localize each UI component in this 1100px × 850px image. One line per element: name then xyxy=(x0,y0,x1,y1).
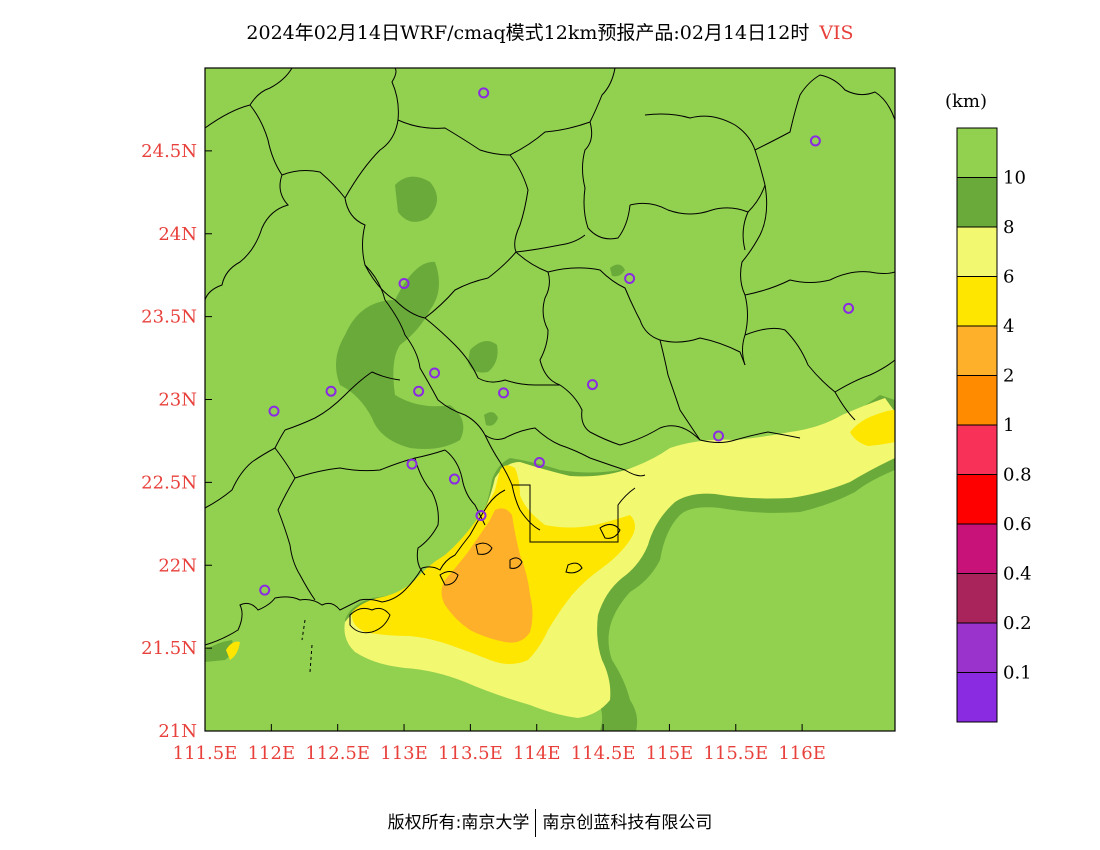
y-tick-label: 23.5N xyxy=(141,307,197,328)
legend-colorbar: 10 8 6 4 2 1 0.8 0.6 0.4 0.2 0.1 xyxy=(956,127,1032,723)
station-marker xyxy=(406,458,418,470)
footer: 版权所有:南京大学 南京创蓝科技有限公司 xyxy=(0,808,1100,837)
station-marker xyxy=(398,277,410,289)
legend-label: 0.4 xyxy=(1003,564,1032,585)
map-area xyxy=(204,67,896,731)
station-marker xyxy=(475,510,487,522)
legend-swatch xyxy=(956,424,998,475)
x-tick-label: 112E xyxy=(248,743,296,764)
station-marker xyxy=(478,87,490,99)
legend-swatch xyxy=(956,325,998,376)
visibility-zone-2-4km xyxy=(441,508,533,643)
title-variable: VIS xyxy=(819,22,854,44)
legend-swatch xyxy=(956,573,998,624)
legend-label: 2 xyxy=(1003,366,1014,387)
legend-swatch xyxy=(956,276,998,327)
footer-separator xyxy=(535,809,537,837)
legend-swatch xyxy=(956,622,998,673)
station-marker xyxy=(429,367,441,379)
legend-unit: (km) xyxy=(945,91,987,112)
station-marker xyxy=(624,273,636,285)
legend-label: 6 xyxy=(1003,267,1014,288)
legend-label: 0.8 xyxy=(1003,465,1032,486)
x-tick-label: 116E xyxy=(778,743,826,764)
legend-swatch xyxy=(956,523,998,574)
legend-label: 4 xyxy=(1003,316,1014,337)
x-tick-label: 114.5E xyxy=(571,743,636,764)
legend-swatch xyxy=(956,177,998,228)
station-marker xyxy=(448,473,460,485)
legend-label: 0.2 xyxy=(1003,613,1032,634)
station-marker xyxy=(268,405,280,417)
footer-copyright: 版权所有:南京大学 xyxy=(387,813,530,833)
legend-label: 8 xyxy=(1003,217,1014,238)
title-main: 2024年02月14日WRF/cmaq模式12km预报产品:02月14日12时 xyxy=(246,22,810,44)
y-tick-label: 22N xyxy=(158,555,197,576)
legend-swatch xyxy=(956,474,998,525)
x-tick-label: 111.5E xyxy=(173,743,238,764)
legend-swatch xyxy=(956,127,998,178)
coastline xyxy=(204,484,636,673)
x-tick-label: 115.5E xyxy=(703,743,768,764)
legend-label: 1 xyxy=(1003,415,1014,436)
city-stations xyxy=(259,87,855,596)
x-tick-label: 114E xyxy=(513,743,561,764)
admin-boundaries xyxy=(204,67,896,601)
x-tick-label: 113E xyxy=(380,743,428,764)
y-tick-label: 24N xyxy=(158,224,197,245)
station-marker xyxy=(498,387,510,399)
y-axis: 21N 21.5N 22N 22.5N 23N 23.5N 24N 24.5N xyxy=(141,141,212,742)
x-tick-label: 112.5E xyxy=(305,743,370,764)
footer-company: 南京创蓝科技有限公司 xyxy=(542,813,713,833)
x-tick-label: 113.5E xyxy=(438,743,503,764)
station-marker xyxy=(259,584,271,596)
station-marker xyxy=(843,302,855,314)
legend-swatch xyxy=(956,375,998,426)
legend-label: 10 xyxy=(1003,168,1026,189)
legend-swatch xyxy=(956,226,998,277)
x-tick-label: 115E xyxy=(646,743,694,764)
x-axis: 111.5E 112E 112.5E 113E 113.5E 114E 114.5E 115E… xyxy=(173,724,826,764)
station-marker xyxy=(533,456,545,468)
station-marker xyxy=(713,430,725,442)
y-tick-label: 24.5N xyxy=(141,141,197,162)
station-marker xyxy=(809,135,821,147)
map-title: 2024年02月14日WRF/cmaq模式12km预报产品:02月14日12时 V… xyxy=(0,18,1100,45)
legend-label: 0.6 xyxy=(1003,514,1032,535)
y-tick-label: 23N xyxy=(158,390,197,411)
station-marker xyxy=(413,385,425,397)
station-marker xyxy=(325,385,337,397)
legend-label: 0.1 xyxy=(1003,663,1032,684)
y-tick-label: 21.5N xyxy=(141,638,197,659)
station-marker xyxy=(586,379,598,391)
legend-swatch xyxy=(956,672,998,723)
y-tick-label: 22.5N xyxy=(141,472,197,493)
y-tick-label: 21N xyxy=(158,721,197,742)
